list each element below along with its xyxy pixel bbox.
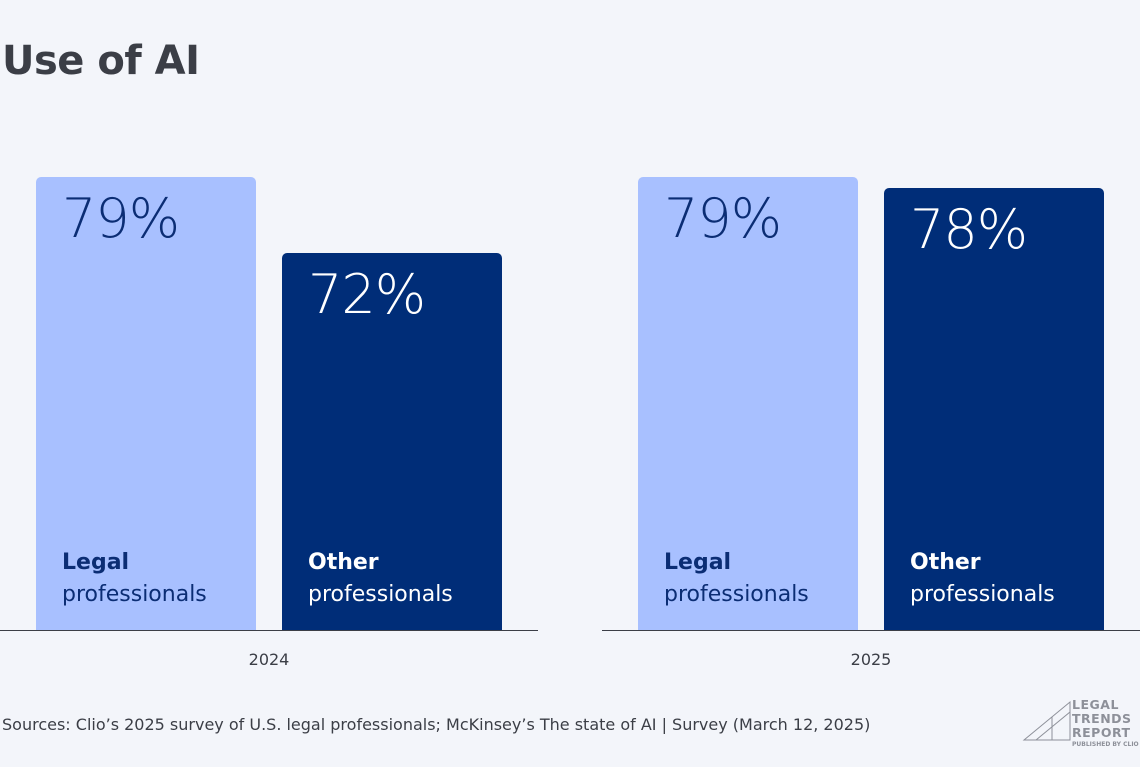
logo-published-by: PUBLISHED BY CLIO — [1072, 741, 1139, 748]
logo-text: LEGAL — [1072, 697, 1119, 712]
series-label-rest: professionals — [910, 581, 1055, 607]
series-label: Legal professionals — [664, 547, 809, 611]
x-axis-line-2025 — [602, 630, 1140, 631]
series-label: Other professionals — [308, 547, 453, 611]
data-label: 79% — [62, 187, 180, 251]
series-label-bold: Other — [910, 549, 981, 575]
logo-text: TRENDS — [1072, 711, 1132, 726]
series-label-bold: Legal — [62, 549, 130, 575]
logo-triangle-icon — [1022, 700, 1071, 741]
series-label-bold: Other — [308, 550, 379, 575]
series-label-bold: Legal — [664, 549, 732, 575]
bar-2025-legal: 79% Legal professionals — [638, 177, 858, 631]
series-label-rest: professionals — [664, 581, 809, 607]
bar-2025-other: 78% Other professionals — [884, 188, 1104, 631]
bar-2024-other: 72% Other professionals — [282, 253, 502, 631]
series-label: Legal professionals — [62, 547, 207, 611]
bar-2024-legal: 79% Legal professionals — [36, 177, 256, 631]
data-label: 72% — [308, 263, 426, 326]
chart-title: Use of AI — [2, 38, 200, 84]
series-label-rest: professionals — [308, 582, 453, 607]
logo-text: REPORT — [1072, 725, 1131, 740]
x-axis-line-2024 — [0, 630, 538, 631]
series-label: Other professionals — [910, 547, 1055, 611]
x-tick-label: 2024 — [248, 650, 290, 669]
source-note: Sources: Clio’s 2025 survey of U.S. lega… — [2, 715, 871, 734]
legal-trends-report-logo: LEGAL TRENDS REPORT PUBLISHED BY CLIO — [1022, 698, 1140, 748]
series-label-rest: professionals — [62, 581, 207, 607]
data-label: 79% — [664, 187, 782, 251]
data-label: 78% — [910, 198, 1028, 262]
x-tick-label: 2025 — [850, 650, 892, 669]
